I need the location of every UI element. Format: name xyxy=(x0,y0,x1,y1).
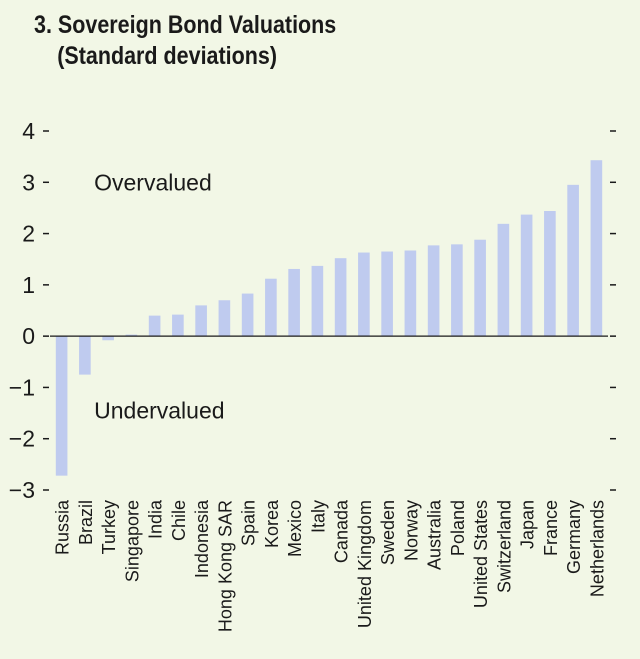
chart-title: 3. Sovereign Bond Valuations xyxy=(34,11,337,39)
bar xyxy=(567,184,579,337)
bar xyxy=(102,336,114,341)
x-category-label: Poland xyxy=(448,500,468,556)
bar xyxy=(125,334,138,337)
x-category-label: India xyxy=(146,499,166,539)
x-category-label: Hong Kong SAR xyxy=(215,500,235,632)
x-category-label: United States xyxy=(471,500,491,608)
x-category-label: France xyxy=(541,500,561,556)
y-tick-label: 1 xyxy=(22,272,35,298)
chart-title-block: 3. Sovereign Bond Valuations (Standard d… xyxy=(34,10,336,72)
bar xyxy=(311,265,324,337)
x-category-label: Russia xyxy=(53,499,73,555)
x-category-label: Korea xyxy=(262,499,282,548)
x-category-label: Turkey xyxy=(99,500,119,554)
x-category-label: Mexico xyxy=(285,500,305,557)
y-tick-label: 4 xyxy=(22,118,35,144)
x-category-label: Japan xyxy=(518,500,538,549)
bar xyxy=(474,239,486,337)
x-category-label: Spain xyxy=(239,500,259,546)
chart-subtitle: (Standard deviations) xyxy=(57,42,278,70)
bar xyxy=(265,278,277,337)
y-tick-label: 3 xyxy=(22,169,35,195)
x-category-label: Germany xyxy=(564,500,584,574)
bar xyxy=(520,214,533,337)
bar xyxy=(544,211,556,337)
bar xyxy=(172,314,184,337)
x-category-label: Norway xyxy=(401,500,421,561)
bar xyxy=(195,305,207,337)
bar xyxy=(218,300,231,337)
bar xyxy=(381,251,393,337)
annotation-label: Undervalued xyxy=(94,398,224,424)
y-tick-label: −1 xyxy=(9,374,35,400)
x-category-label: Chile xyxy=(169,500,189,541)
x-category-label: United Kingdom xyxy=(355,500,375,628)
x-category-label: Sweden xyxy=(378,500,398,565)
bar xyxy=(497,223,510,337)
bar xyxy=(358,252,370,337)
x-category-label: Australia xyxy=(425,499,445,570)
bar xyxy=(148,315,161,337)
bar xyxy=(334,258,347,337)
x-category-label: Italy xyxy=(308,500,328,533)
bar xyxy=(427,245,440,337)
annotation-label: Overvalued xyxy=(94,169,212,195)
x-category-label: Indonesia xyxy=(192,499,212,578)
bar xyxy=(288,268,300,337)
y-tick-label: 0 xyxy=(22,323,35,349)
y-tick-label: 2 xyxy=(22,221,35,247)
x-category-label: Singapore xyxy=(122,500,142,582)
x-category-label: Brazil xyxy=(76,500,96,545)
bar xyxy=(404,250,417,337)
bar xyxy=(79,336,91,375)
y-tick-label: −2 xyxy=(9,426,35,452)
bar xyxy=(55,336,68,476)
bar xyxy=(590,160,603,337)
x-category-label: Switzerland xyxy=(494,500,514,593)
x-category-label: Netherlands xyxy=(587,500,607,597)
y-tick-label: −3 xyxy=(9,477,35,503)
bar xyxy=(241,293,254,337)
x-category-label: Canada xyxy=(332,499,352,563)
bar xyxy=(451,244,463,337)
